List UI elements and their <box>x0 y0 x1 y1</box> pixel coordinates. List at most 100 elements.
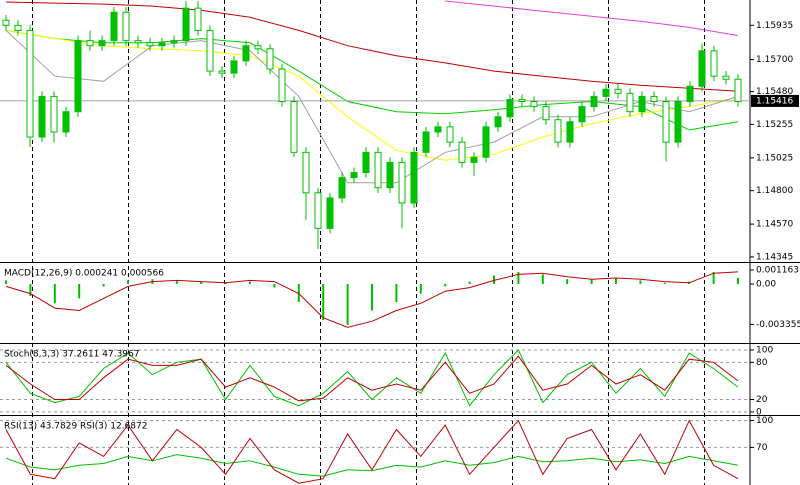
macd-bar <box>346 283 349 325</box>
candle-body <box>62 111 70 133</box>
macd-bar <box>78 283 81 299</box>
macd-bar <box>53 283 56 304</box>
candle-body <box>434 126 442 133</box>
y-tick-label: 100 <box>756 345 773 355</box>
candle-body <box>722 75 730 80</box>
indicator-title: RSI(13) 43.7829 RSI(3) 12.6872 <box>4 422 147 432</box>
candle-body <box>602 88 610 97</box>
candle-body <box>302 151 310 194</box>
candle-body <box>686 85 694 103</box>
y-tick-label: 1.14800 <box>756 186 793 196</box>
macd-bar <box>615 277 617 284</box>
indicator-title: MACD(12,26,9) 0.000241 0.000566 <box>4 269 164 279</box>
y-tick-label: 1.15935 <box>756 21 793 31</box>
macd-bar <box>297 283 300 303</box>
indicator-line <box>5 454 739 477</box>
macd-bar <box>737 277 739 284</box>
candle-body <box>134 40 142 44</box>
candle-body <box>542 106 550 121</box>
candle-body <box>38 95 46 138</box>
candle-body <box>122 11 130 42</box>
candle-body <box>242 45 250 62</box>
y-tick-label: 0 <box>756 407 762 417</box>
candle-body <box>26 29 34 138</box>
y-tick-label: 1.15255 <box>756 120 793 130</box>
plot-area <box>0 349 750 413</box>
panel: 100 80 20 0 Stoch(8,3,3) 37.2611 47.3967 <box>0 345 773 417</box>
candle-body <box>410 151 418 204</box>
y-tick-label: 20 <box>756 395 768 405</box>
indicator-line <box>5 271 739 328</box>
panel: 1.15935 1.15700 1.15480 1.15255 1.15025 1.148… <box>0 0 799 262</box>
candle-body <box>98 40 106 47</box>
y-tick-label: 70 <box>756 443 768 453</box>
candle-body <box>182 7 190 42</box>
indicator-line <box>5 29 739 131</box>
candle-body <box>710 50 718 77</box>
candle-body <box>566 121 574 143</box>
y-tick-label: 1.14570 <box>756 220 793 230</box>
macd-bar <box>395 283 398 303</box>
candle-body <box>50 95 58 133</box>
macd-bar <box>419 283 422 294</box>
macd-bar <box>371 283 373 311</box>
macd-bar <box>5 280 7 284</box>
candle-body <box>362 151 370 174</box>
macd-bar <box>468 281 471 284</box>
y-tick-label: 80 <box>756 358 768 368</box>
candle-body <box>338 177 346 199</box>
candle-body <box>14 24 22 31</box>
candle-body <box>506 98 514 118</box>
candle-body <box>230 60 238 74</box>
candle-body <box>86 40 94 47</box>
macd-bar <box>322 283 325 321</box>
candle-body <box>158 42 166 47</box>
plot-area <box>5 271 739 328</box>
macd-bar <box>224 282 227 284</box>
candle-body <box>482 126 490 158</box>
panel: 0.001163 0.00 -0.003355 MACD(12,26,9) 0.000… <box>4 265 800 329</box>
candle-body <box>458 141 466 163</box>
candle-body <box>470 156 478 163</box>
candle-body <box>494 116 502 128</box>
indicator-line <box>5 30 739 184</box>
macd-bar <box>639 280 642 284</box>
current-price-box <box>751 94 799 107</box>
plot-area <box>0 0 750 249</box>
indicator-line <box>5 419 739 484</box>
macd-bar <box>29 283 32 297</box>
candle-body <box>386 161 394 189</box>
candle-body <box>578 106 586 123</box>
macd-bar <box>127 280 129 284</box>
macd-bar <box>102 283 105 287</box>
macd-bar <box>663 282 666 284</box>
candle-body <box>374 151 382 189</box>
candle-body <box>206 29 214 72</box>
candle-body <box>266 48 274 70</box>
indicator-line <box>5 349 739 407</box>
panel: 100 70 RSI(13) 43.7829 RSI(3) 12.6872 <box>0 416 773 484</box>
candle-body <box>290 101 298 153</box>
candle-body <box>170 40 178 44</box>
y-tick-label: 1.15480 <box>756 87 793 97</box>
y-tick-label: 100 <box>756 416 773 426</box>
macd-bar <box>493 275 495 284</box>
candle-body <box>146 42 154 47</box>
candle-body <box>314 192 322 229</box>
candle-body <box>398 161 406 204</box>
candle-body <box>626 92 634 113</box>
y-tick-label: 0.00 <box>756 279 776 289</box>
candle-body <box>590 95 598 108</box>
candle-body <box>350 172 358 179</box>
macd-bar <box>590 279 593 284</box>
indicator-title: Stoch(8,3,3) 37.2611 47.3967 <box>4 350 139 360</box>
candle-body <box>554 119 562 143</box>
candle-body <box>110 11 118 42</box>
macd-bar <box>444 283 447 287</box>
candle-body <box>650 95 658 103</box>
macd-bar <box>175 280 178 284</box>
candle-body <box>194 7 202 31</box>
candle-body <box>74 40 82 113</box>
candle-body <box>662 101 670 143</box>
